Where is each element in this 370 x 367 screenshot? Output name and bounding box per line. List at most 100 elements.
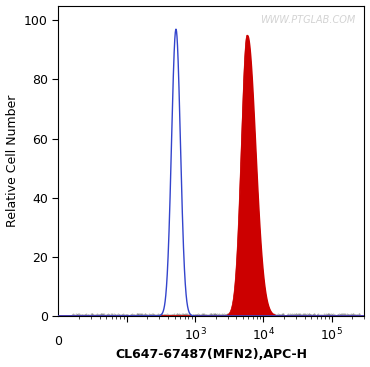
Point (130, 312, 136, 318)
Point (219, 311, 225, 317)
Point (235, 312, 241, 318)
Point (300, 311, 306, 317)
Point (159, 312, 165, 317)
Point (187, 313, 193, 319)
Point (223, 312, 229, 318)
Point (300, 312, 306, 318)
Point (195, 312, 201, 317)
Point (135, 311, 141, 317)
Point (199, 313, 205, 319)
Point (199, 311, 205, 317)
Point (186, 312, 192, 318)
Point (233, 313, 239, 319)
Point (150, 312, 156, 318)
Point (350, 311, 356, 317)
Point (131, 313, 137, 319)
Point (326, 312, 332, 317)
Point (102, 313, 108, 319)
Point (81, 312, 87, 318)
Point (273, 313, 279, 319)
Point (216, 311, 222, 317)
Point (111, 313, 117, 319)
Point (204, 312, 210, 317)
Point (311, 312, 317, 317)
Point (131, 312, 137, 317)
Point (338, 311, 344, 317)
Point (169, 312, 175, 318)
Point (110, 313, 116, 319)
Point (351, 312, 357, 318)
Point (271, 312, 277, 317)
Point (221, 312, 226, 318)
Point (319, 312, 325, 317)
Point (328, 312, 334, 317)
Point (208, 311, 214, 317)
Point (122, 312, 128, 318)
Point (164, 312, 170, 317)
Point (72, 313, 78, 319)
Point (339, 311, 345, 317)
Point (205, 313, 211, 319)
Point (124, 312, 130, 318)
Point (141, 312, 147, 318)
Point (279, 311, 285, 317)
Point (313, 312, 319, 318)
Point (272, 312, 278, 318)
Point (319, 313, 325, 319)
Point (105, 312, 111, 317)
Point (161, 312, 167, 318)
Point (118, 312, 124, 318)
Point (100, 312, 106, 318)
Point (259, 312, 265, 318)
Point (88, 311, 94, 317)
Point (249, 311, 255, 317)
Point (181, 312, 186, 318)
Point (90, 312, 96, 318)
Point (258, 312, 264, 318)
Point (284, 313, 290, 319)
Point (179, 311, 185, 317)
Point (125, 312, 131, 318)
Point (236, 313, 242, 319)
Point (163, 312, 169, 318)
Point (353, 313, 359, 319)
Point (115, 313, 121, 319)
Point (267, 312, 273, 318)
Point (296, 311, 302, 317)
Point (86, 312, 92, 318)
Point (315, 311, 321, 317)
Point (166, 312, 172, 318)
Point (162, 312, 168, 318)
Point (101, 313, 107, 319)
Point (83, 312, 88, 318)
Point (286, 313, 292, 319)
Point (280, 311, 286, 317)
Point (229, 312, 235, 318)
Point (87, 313, 93, 319)
Point (229, 312, 235, 317)
Point (141, 313, 147, 319)
Point (198, 312, 204, 318)
Point (132, 313, 138, 319)
Point (155, 312, 161, 318)
Point (345, 312, 351, 318)
Point (334, 313, 340, 319)
Point (352, 312, 357, 318)
Point (143, 313, 149, 319)
Point (100, 311, 105, 317)
Point (246, 312, 252, 318)
Point (355, 313, 361, 319)
Point (179, 311, 185, 317)
Point (83, 312, 89, 318)
Point (122, 312, 128, 317)
Point (115, 312, 121, 317)
Point (125, 313, 131, 319)
Point (230, 311, 236, 317)
Point (225, 312, 231, 317)
Point (211, 312, 216, 318)
Point (324, 312, 330, 317)
Point (220, 313, 226, 319)
Point (86, 313, 92, 319)
Point (336, 311, 342, 317)
Point (245, 311, 250, 317)
